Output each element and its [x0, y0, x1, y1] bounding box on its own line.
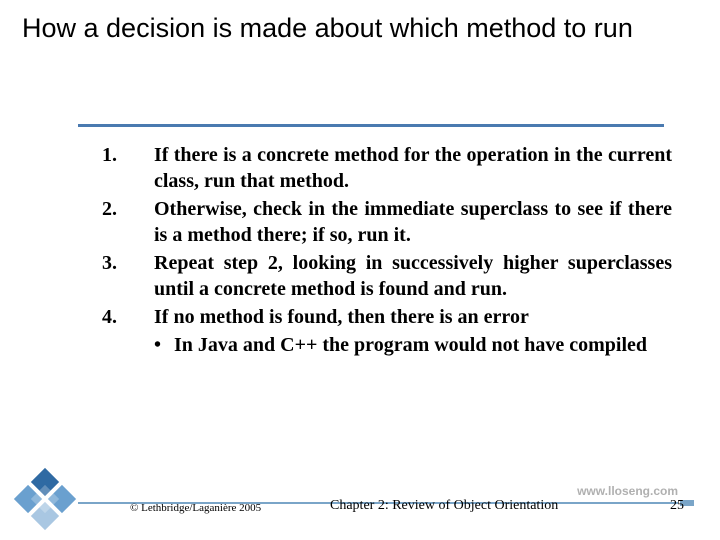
- page-number: 25: [670, 498, 684, 514]
- title-rule: [78, 124, 664, 127]
- copyright: © Lethbridge/Laganière 2005: [130, 502, 261, 514]
- list-item: 4. If no method is found, then there is …: [102, 304, 672, 330]
- item-number: 2.: [102, 196, 154, 248]
- list-item: 3. Repeat step 2, looking in successivel…: [102, 250, 672, 302]
- item-text: If no method is found, then there is an …: [154, 304, 529, 330]
- bullet-mark: •: [154, 332, 174, 358]
- item-text: Otherwise, check in the immediate superc…: [154, 196, 672, 248]
- footer: © Lethbridge/Laganière 2005 Chapter 2: R…: [0, 496, 720, 526]
- list-item: 2. Otherwise, check in the immediate sup…: [102, 196, 672, 248]
- item-text: If there is a concrete method for the op…: [154, 142, 672, 194]
- sub-bullet-text: In Java and C++ the program would not ha…: [174, 332, 647, 358]
- sub-bullet: • In Java and C++ the program would not …: [154, 332, 672, 358]
- chapter-label: Chapter 2: Review of Object Orientation: [330, 498, 558, 514]
- slide-title: How a decision is made about which metho…: [0, 0, 720, 44]
- item-number: 3.: [102, 250, 154, 302]
- item-number: 1.: [102, 142, 154, 194]
- corner-decor-icon: [10, 464, 80, 534]
- item-text: Repeat step 2, looking in successively h…: [154, 250, 672, 302]
- content-list: 1. If there is a concrete method for the…: [102, 142, 672, 358]
- list-item: 1. If there is a concrete method for the…: [102, 142, 672, 194]
- item-number: 4.: [102, 304, 154, 330]
